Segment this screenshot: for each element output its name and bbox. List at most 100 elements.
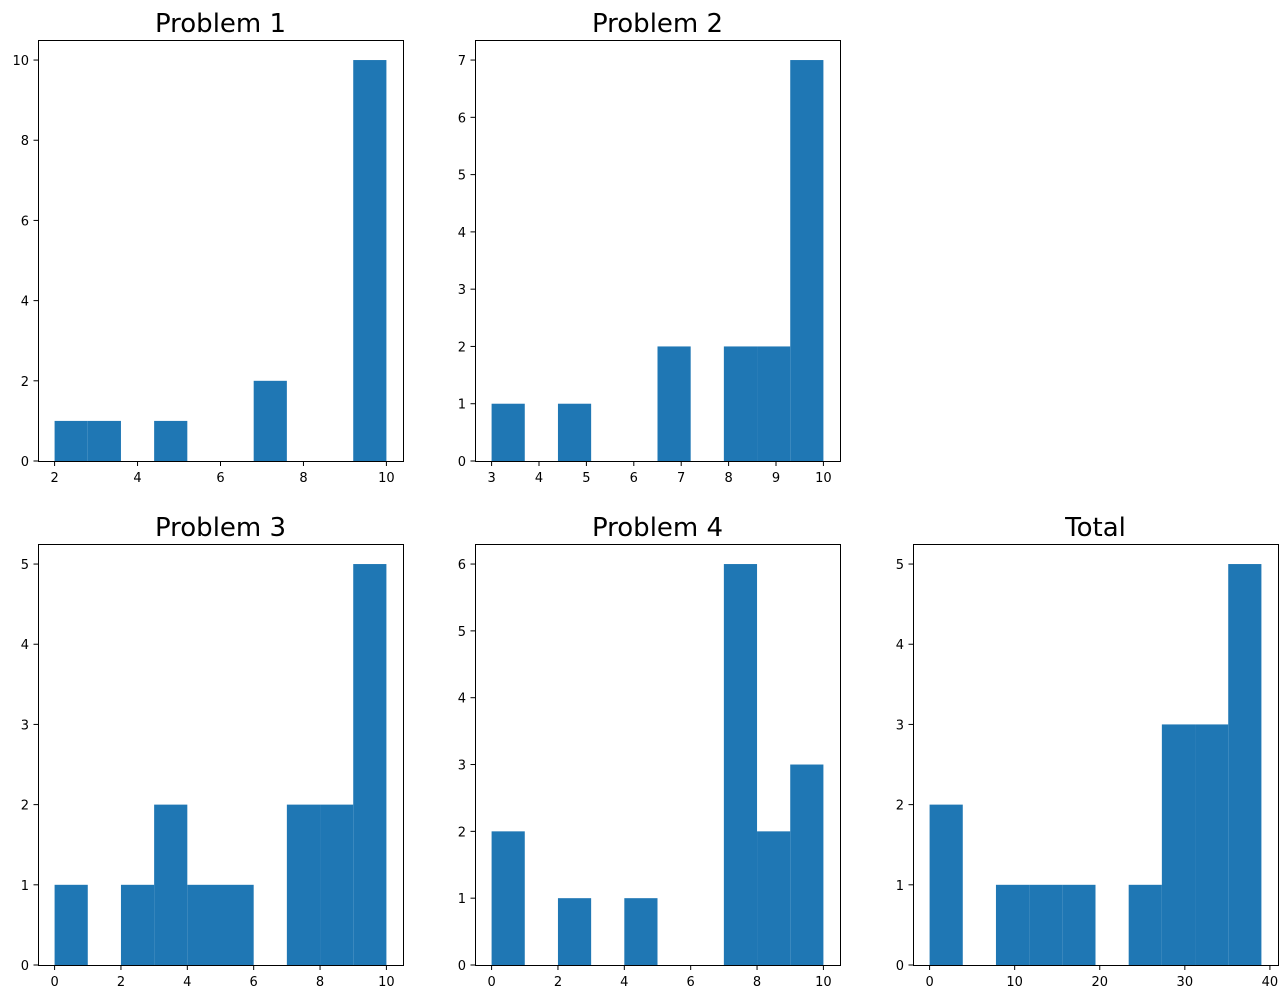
histogram-bar <box>557 898 592 965</box>
x-tick-label: 4 <box>620 975 628 990</box>
x-tick-label: 6 <box>687 975 695 990</box>
x-tick-label: 8 <box>753 975 761 990</box>
y-tick-label: 4 <box>458 692 466 707</box>
chart-title: Problem 2 <box>592 9 723 39</box>
x-tick-label: 20 <box>1091 975 1108 990</box>
y-tick-label: 5 <box>21 558 29 573</box>
histogram-bar <box>995 884 1030 965</box>
x-tick-label: 10 <box>815 471 832 486</box>
x-tick-label: 9 <box>772 471 780 486</box>
x-tick-label: 2 <box>117 975 125 990</box>
y-tick-label: 0 <box>896 959 904 974</box>
x-tick-label: 7 <box>677 471 685 486</box>
histogram-bar <box>353 564 387 965</box>
y-tick-label: 5 <box>458 625 466 640</box>
x-tick-label: 2 <box>554 975 562 990</box>
histogram-bar <box>1029 884 1063 965</box>
y-tick-label: 3 <box>896 718 904 733</box>
y-tick-label: 3 <box>458 283 466 298</box>
y-tick-label: 6 <box>458 558 466 573</box>
x-tick-label: 10 <box>378 471 395 486</box>
y-tick-label: 0 <box>21 959 29 974</box>
histogram-panel: 0 10 20 30 40 0 1 2 3 4 5 Total <box>896 513 1279 990</box>
y-tick-label: 6 <box>458 111 466 126</box>
histogram-bar <box>1161 724 1196 965</box>
histogram-bar <box>353 60 387 462</box>
x-tick-label: 4 <box>183 975 191 990</box>
y-tick-label: 7 <box>458 54 466 69</box>
y-tick-label: 5 <box>896 558 904 573</box>
axes-frame <box>38 40 404 462</box>
histogram-bar <box>54 420 88 461</box>
histogram-bar <box>120 884 155 965</box>
x-tick-label: 0 <box>925 975 933 990</box>
x-tick-label: 5 <box>582 471 590 486</box>
histogram-bar <box>491 831 525 965</box>
histogram-bar <box>87 420 121 461</box>
histogram-bar <box>723 346 758 461</box>
axes-frame <box>38 544 404 966</box>
chart-title: Problem 3 <box>155 513 286 543</box>
histogram-bar <box>723 564 758 965</box>
y-tick-label: 4 <box>458 226 466 241</box>
y-tick-label: 5 <box>458 169 466 184</box>
axes-frame <box>475 40 841 462</box>
y-tick-label: 1 <box>21 879 29 894</box>
y-tick-label: 0 <box>458 959 466 974</box>
y-tick-label: 1 <box>896 879 904 894</box>
y-tick-label: 2 <box>21 799 29 814</box>
histogram-bar <box>757 346 791 461</box>
y-tick-label: 2 <box>458 340 466 355</box>
y-tick-label: 1 <box>458 398 466 413</box>
x-tick-label: 10 <box>1006 975 1023 990</box>
histogram-bar <box>187 884 221 965</box>
histogram-bar <box>790 764 824 965</box>
x-tick-label: 3 <box>487 471 495 486</box>
x-tick-label: 2 <box>50 471 58 486</box>
x-tick-label: 40 <box>1262 975 1279 990</box>
y-tick-label: 0 <box>458 455 466 470</box>
histogram-bar <box>220 884 254 965</box>
histogram-bar <box>1228 564 1262 965</box>
x-tick-label: 10 <box>815 975 832 990</box>
x-tick-label: 6 <box>630 471 638 486</box>
y-tick-label: 3 <box>458 759 466 774</box>
x-tick-label: 30 <box>1177 975 1194 990</box>
y-tick-label: 1 <box>458 892 466 907</box>
x-tick-label: 6 <box>216 471 224 486</box>
y-tick-label: 2 <box>896 799 904 814</box>
y-tick-label: 0 <box>21 455 29 470</box>
x-tick-label: 6 <box>250 975 258 990</box>
axes-frame <box>913 544 1279 966</box>
histogram-bar <box>320 804 354 965</box>
x-tick-label: 4 <box>133 471 141 486</box>
y-tick-label: 10 <box>12 54 29 69</box>
chart-title: Total <box>1064 513 1126 543</box>
histogram-bar <box>1062 884 1096 965</box>
histogram-bar <box>253 380 287 461</box>
axes-frame <box>475 544 841 966</box>
histogram-bar <box>790 60 824 462</box>
histogram-bar <box>657 346 691 461</box>
histogram-bar <box>286 804 321 965</box>
histogram-bar <box>154 804 188 965</box>
chart-title: Problem 1 <box>155 9 286 39</box>
x-tick-label: 10 <box>378 975 395 990</box>
histogram-bar <box>1128 884 1162 965</box>
x-tick-label: 0 <box>487 975 495 990</box>
chart-title: Problem 4 <box>592 513 723 543</box>
y-tick-label: 2 <box>21 375 29 390</box>
x-tick-label: 8 <box>316 975 324 990</box>
histogram-panel: 3 4 5 6 7 8 9 10 0 1 2 3 4 5 6 7 Problem 2 <box>458 9 841 486</box>
y-tick-label: 3 <box>21 718 29 733</box>
histogram-panel: 2 4 6 8 10 0 2 4 6 8 10 Problem 1 <box>12 9 404 486</box>
histogram-bar <box>624 898 658 965</box>
y-tick-label: 8 <box>21 134 29 149</box>
y-tick-label: 4 <box>21 638 29 653</box>
histogram-bar <box>757 831 791 965</box>
histogram-bar <box>557 403 592 461</box>
y-tick-label: 2 <box>458 825 466 840</box>
histogram-panel: 0 2 4 6 8 10 0 1 2 3 4 5 Problem 3 <box>21 513 404 990</box>
histogram-bar <box>491 403 525 461</box>
